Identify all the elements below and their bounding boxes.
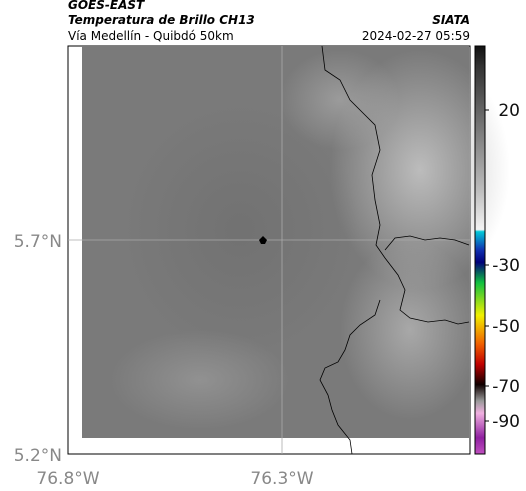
border-line (384, 235, 470, 251)
agency-label: SIATA (432, 13, 470, 27)
colorbar-tick-label: 20 (498, 101, 520, 121)
satellite-image (82, 46, 510, 438)
location-marker (259, 236, 267, 244)
lon-label: 76.8°W (36, 469, 99, 489)
colorbar-tick-label: -70 (492, 377, 520, 397)
colorbar-tick-label: -30 (492, 256, 520, 276)
border-line (321, 45, 470, 325)
colorbar (474, 45, 486, 455)
colorbar-tick-label: -90 (492, 412, 520, 432)
border-line (319, 299, 381, 455)
lat-label: 5.2°N (14, 446, 62, 466)
colorbar-tick-label: -50 (492, 317, 520, 337)
product-title: Temperatura de Brillo CH13 (68, 13, 255, 27)
satellite-title: GOES-EAST (68, 0, 145, 12)
lat-label: 5.7°N (14, 232, 62, 252)
region-label: Vía Medellín - Quibdó 50km (68, 29, 234, 43)
lon-label: 76.3°W (250, 469, 313, 489)
timestamp-label: 2024-02-27 05:59 (362, 29, 470, 43)
colorbar-ticks: 20 -30 -50 -70 -90 (485, 101, 520, 432)
